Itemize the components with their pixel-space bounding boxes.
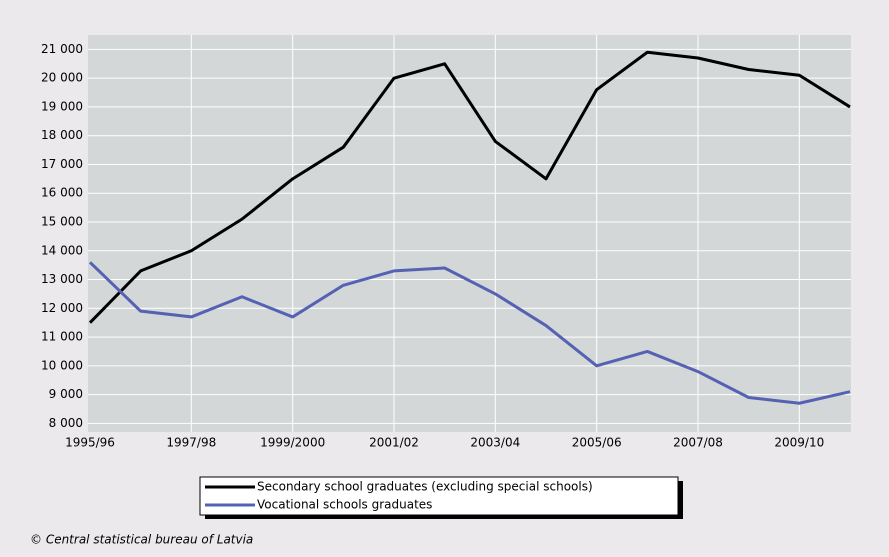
x-tick-label: 2001/02 bbox=[369, 436, 419, 450]
legend-label: Secondary school graduates (excluding sp… bbox=[257, 480, 593, 494]
plot-area bbox=[88, 35, 851, 432]
y-tick-label: 12 000 bbox=[41, 301, 83, 315]
x-tick-label: 2007/08 bbox=[673, 436, 723, 450]
legend-label: Vocational schools graduates bbox=[257, 498, 432, 512]
x-tick-label: 1997/98 bbox=[166, 436, 216, 450]
x-tick-label: 1999/2000 bbox=[260, 436, 325, 450]
series-line bbox=[88, 261, 851, 405]
y-tick-label: 21 000 bbox=[41, 42, 83, 56]
y-tick-label: 9 000 bbox=[49, 387, 83, 401]
x-tick-label: 2009/10 bbox=[774, 436, 824, 450]
series-line bbox=[88, 50, 851, 324]
y-tick-label: 17 000 bbox=[41, 157, 83, 171]
x-tick-label: 2005/06 bbox=[572, 436, 622, 450]
y-tick-label: 11 000 bbox=[41, 330, 83, 344]
x-tick-label: 1995/96 bbox=[65, 436, 115, 450]
legend-box bbox=[199, 476, 679, 516]
y-tick-label: 10 000 bbox=[41, 358, 83, 372]
y-tick-label: 16 000 bbox=[41, 186, 83, 200]
y-tick-label: 19 000 bbox=[41, 99, 83, 113]
x-tick-label: 2003/04 bbox=[470, 436, 520, 450]
y-tick-label: 18 000 bbox=[41, 128, 83, 142]
y-tick-label: 13 000 bbox=[41, 272, 83, 286]
y-tick-label: 15 000 bbox=[41, 214, 83, 228]
y-tick-label: 8 000 bbox=[49, 416, 83, 430]
source: © Central statistical bureau of Latvia bbox=[30, 533, 253, 547]
y-tick-label: 14 000 bbox=[41, 243, 83, 257]
y-tick-label: 20 000 bbox=[41, 71, 83, 85]
